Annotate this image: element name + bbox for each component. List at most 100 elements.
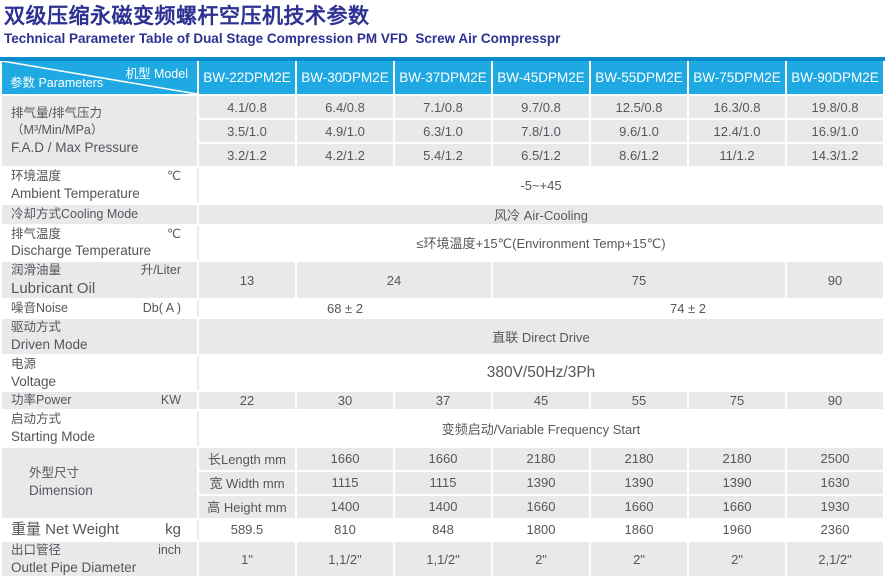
noise-label-cell: 噪音Noise Db( A ) [0, 298, 199, 320]
cell-value: 16.3/0.8 [687, 94, 787, 121]
row-fad-08: 排气量/排气压力（M³/Min/MPa） F.A.D / Max Pressur… [0, 94, 885, 169]
starting-label-zh: 启动方式 [11, 412, 62, 427]
corner-model-label: 机型 Model [125, 67, 188, 82]
page-subtitle: Technical Parameter Table of Dual Stage … [4, 31, 561, 47]
row-dimension-width: 宽 Width mm 1115 1115 1390 1390 1390 1630 [1, 469, 885, 496]
cooling-label: 冷却方式Cooling Mode [11, 206, 139, 221]
cell-value: 19.8/0.8 [785, 94, 885, 121]
cell-value: 22 [197, 390, 297, 412]
cell-value: 4.9/1.0 [295, 118, 395, 145]
power-label: 功率Power [11, 393, 72, 408]
cell-value: 6.5/1.2 [491, 142, 591, 169]
cell-value: 90 [785, 390, 885, 412]
cell-value: 1,1/2" [393, 539, 493, 578]
discharge-label-zh: 排气温度 [11, 226, 62, 241]
cell-value: 68 ± 2 [197, 298, 493, 320]
row-cooling-mode: 冷却方式Cooling Mode 风冷 Air-Cooling [0, 202, 885, 226]
cell-value: 2500 [785, 445, 885, 472]
fad-label-cell: 排气量/排气压力（M³/Min/MPa） F.A.D / Max Pressur… [0, 94, 199, 169]
cell-value: 30 [295, 390, 395, 412]
power-label-cell: 功率Power KW [0, 390, 199, 412]
cell-value: 直联 Direct Drive [197, 317, 885, 356]
lubricant-label-en: Lubricant Oil [11, 279, 96, 297]
cell-value: 9.6/1.0 [589, 118, 689, 145]
row-dimension-height: 高 Height mm 1400 1400 1660 1660 1660 193… [1, 493, 885, 520]
cell-value: 37 [393, 390, 493, 412]
row-power: 功率Power KW 22 30 37 45 55 75 90 [0, 390, 885, 412]
cell-value: 380V/50Hz/3Ph [197, 353, 885, 393]
discharge-label-en: Discharge Temperature [11, 243, 152, 259]
corner-cell: 机型 Model 参数 Parameters [0, 57, 199, 97]
cell-value: 1960 [687, 517, 787, 542]
starting-label-en: Starting Mode [11, 429, 96, 445]
cell-value: 2180 [491, 445, 591, 472]
cell-value: 12.4/1.0 [687, 118, 787, 145]
outlet-label-cell: 出口管径 inch Outlet Pipe Diameter [0, 539, 199, 578]
model-header: BW-30DPM2E [295, 57, 395, 97]
cell-value: 1390 [589, 469, 689, 496]
weight-label: 重量 Net Weight [11, 520, 120, 538]
dimension-sublabel: 长Length mm [197, 445, 297, 472]
cell-value: 4.2/1.2 [295, 142, 395, 169]
row-ambient-temperature: 环境温度 ℃ Ambient Temperature -5~+45 [0, 166, 885, 205]
voltage-label-cell: 电源 Voltage [0, 353, 199, 393]
cell-value: 2" [589, 539, 689, 578]
row-driven-mode: 驱动方式 Driven Mode 直联 Direct Drive [0, 317, 885, 356]
cell-value: 1660 [491, 493, 591, 520]
row-net-weight: 重量 Net Weight kg 589.5 810 848 1800 1860… [0, 517, 885, 542]
model-header: BW-45DPM2E [491, 57, 591, 97]
cell-value: 1660 [589, 493, 689, 520]
cell-value: 2360 [785, 517, 885, 542]
noise-label: 噪音Noise [11, 301, 68, 316]
corner-parameters-label: 参数 Parameters [10, 76, 104, 91]
model-header: BW-55DPM2E [589, 57, 689, 97]
discharge-unit: ℃ [166, 226, 181, 241]
cell-value: 3.5/1.0 [197, 118, 297, 145]
cell-value: 4.1/0.8 [197, 94, 297, 121]
cell-value: 75 [491, 259, 787, 301]
cell-value: 1,1/2" [295, 539, 395, 578]
cell-value: 9.7/0.8 [491, 94, 591, 121]
cell-value: 75 [687, 390, 787, 412]
cell-value: 589.5 [197, 517, 297, 542]
dimension-label-en: Dimension [29, 483, 93, 499]
cell-value: 1115 [295, 469, 395, 496]
model-header: BW-22DPM2E [197, 57, 297, 97]
cell-value: 1860 [589, 517, 689, 542]
cell-value: 45 [491, 390, 591, 412]
dimension-sublabel: 宽 Width mm [197, 469, 297, 496]
cell-value: 1660 [687, 493, 787, 520]
cell-value: 74 ± 2 [491, 298, 885, 320]
cell-value: 2" [687, 539, 787, 578]
header-row: 机型 Model 参数 Parameters BW-22DPM2E BW-30D… [0, 57, 885, 97]
ambient-label-en: Ambient Temperature [11, 186, 140, 202]
weight-label-cell: 重量 Net Weight kg [0, 517, 199, 542]
outlet-label-en: Outlet Pipe Diameter [11, 559, 137, 575]
cell-value: 2180 [589, 445, 689, 472]
row-discharge-temperature: 排气温度 ℃ Discharge Temperature ≤环境温度+15℃(E… [0, 223, 885, 262]
row-fad-12: 3.2/1.2 4.2/1.2 5.4/1.2 6.5/1.2 8.6/1.2 … [1, 142, 885, 169]
row-dimension-length: 外型尺寸 Dimension 长Length mm 1660 1660 2180… [0, 445, 885, 520]
cell-value: 3.2/1.2 [197, 142, 297, 169]
model-header: BW-37DPM2E [393, 57, 493, 97]
cell-value: 1400 [295, 493, 395, 520]
voltage-label-zh: 电源 [11, 356, 37, 371]
row-fad-10: 3.5/1.0 4.9/1.0 6.3/1.0 7.8/1.0 9.6/1.0 … [1, 118, 885, 145]
cell-value: 7.1/0.8 [393, 94, 493, 121]
lubricant-label-zh: 润滑油量 [11, 262, 62, 277]
driven-label-en: Driven Mode [11, 337, 88, 353]
discharge-label-cell: 排气温度 ℃ Discharge Temperature [0, 223, 199, 262]
row-voltage: 电源 Voltage 380V/50Hz/3Ph [0, 353, 885, 393]
cell-value: 变频启动/Variable Frequency Start [197, 409, 885, 448]
cell-value: 1" [197, 539, 297, 578]
cell-value: 7.8/1.0 [491, 118, 591, 145]
dimension-label-zh: 外型尺寸 [29, 466, 80, 481]
cell-value: 848 [393, 517, 493, 542]
driven-label-cell: 驱动方式 Driven Mode [0, 317, 199, 356]
row-noise: 噪音Noise Db( A ) 68 ± 2 74 ± 2 [0, 298, 885, 320]
lubricant-unit: 升/Liter [140, 262, 181, 277]
noise-unit: Db( A ) [142, 301, 181, 316]
cell-value: 6.4/0.8 [295, 94, 395, 121]
cell-value: 1930 [785, 493, 885, 520]
weight-unit: kg [165, 520, 181, 538]
